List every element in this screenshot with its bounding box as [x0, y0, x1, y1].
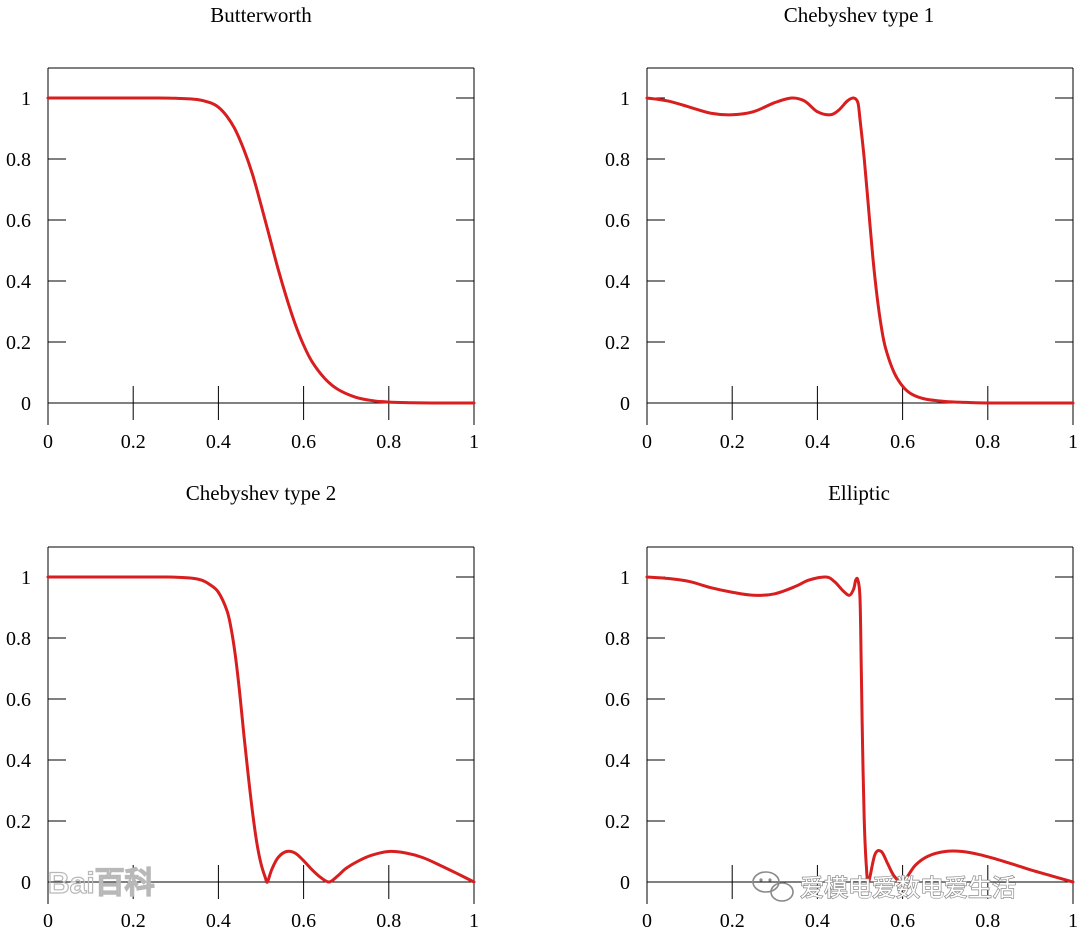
- y-tick-label: 0.6: [6, 689, 31, 711]
- y-tick-label: 0.4: [6, 750, 31, 772]
- x-tick-label: 1: [1068, 431, 1078, 453]
- x-tick-label: 0.8: [376, 431, 401, 453]
- y-tick-label: 0.4: [605, 750, 630, 772]
- y-tick-label: 0.8: [605, 149, 630, 171]
- series-line: [645, 575, 1075, 884]
- y-tick-label: 0.2: [605, 811, 630, 833]
- baidu-watermark: Bai百科: [47, 866, 155, 900]
- y-tick-label: 0.2: [6, 332, 31, 354]
- x-tick-label: 0.6: [890, 431, 915, 453]
- x-tick-label: 0: [642, 910, 652, 932]
- x-tick-label: 0.4: [805, 910, 830, 932]
- chart-title: Elliptic: [828, 481, 890, 505]
- y-tick-label: 0.8: [605, 628, 630, 650]
- y-tick-label: 0: [21, 872, 31, 894]
- y-tick-label: 1: [620, 567, 630, 589]
- chart-panel: Chebyshev type 2 0 0.2 0.4 0.6 0.8 1 0 0.2 0.4 0.6…: [6, 481, 479, 932]
- baidu-watermark-text: Bai百科: [48, 867, 155, 900]
- x-tick-label: 0.4: [206, 910, 231, 932]
- x-tick-label: 0.6: [291, 910, 316, 932]
- chart-panel: Butterworth 0 0.2 0.4 0.6 0.8 1 0 0.2 0.4 0.6 0.8 1: [6, 3, 479, 453]
- x-tick-label: 0.4: [206, 431, 231, 453]
- y-tick-label: 1: [620, 88, 630, 110]
- y-tick-label: 0.6: [6, 210, 31, 232]
- x-tick-label: 0: [43, 431, 53, 453]
- x-tick-label: 0: [642, 431, 652, 453]
- y-tick-label: 0.8: [6, 628, 31, 650]
- x-tick-label: 1: [1068, 910, 1078, 932]
- x-tick-label: 0.2: [720, 910, 745, 932]
- chart-title: Chebyshev type 2: [186, 481, 336, 505]
- wechat-watermark: 爱模电爱数电爱生活: [752, 871, 1017, 903]
- wechat-watermark-text: 爱模电爱数电爱生活: [800, 874, 1016, 902]
- x-tick-label: 0: [43, 910, 53, 932]
- x-tick-label: 0.8: [975, 910, 1000, 932]
- y-tick-label: 0.4: [6, 271, 31, 293]
- chart-panel: Chebyshev type 1 0 0.2 0.4 0.6 0.8 1 0 0.2 0.4 0.6…: [605, 3, 1078, 453]
- series-line: [645, 96, 1075, 405]
- y-tick-label: 0.2: [605, 332, 630, 354]
- x-tick-label: 1: [469, 431, 479, 453]
- x-tick-label: 0.8: [975, 431, 1000, 453]
- y-tick-label: 0: [21, 393, 31, 415]
- y-tick-label: 0.4: [605, 271, 630, 293]
- y-tick-label: 0.8: [6, 149, 31, 171]
- x-tick-label: 0.2: [121, 910, 146, 932]
- x-tick-label: 0.4: [805, 431, 830, 453]
- chart-title: Chebyshev type 1: [784, 3, 934, 27]
- y-tick-label: 0: [620, 872, 630, 894]
- y-tick-label: 0.6: [605, 210, 630, 232]
- series-line: [46, 96, 476, 405]
- x-tick-label: 0.6: [291, 431, 316, 453]
- y-tick-label: 1: [21, 88, 31, 110]
- y-tick-label: 0: [620, 393, 630, 415]
- x-tick-label: 0.2: [720, 431, 745, 453]
- y-tick-label: 1: [21, 567, 31, 589]
- series-line: [46, 575, 476, 884]
- x-tick-label: 0.8: [376, 910, 401, 932]
- chart-title: Butterworth: [210, 3, 312, 27]
- y-tick-label: 0.6: [605, 689, 630, 711]
- y-tick-label: 0.2: [6, 811, 31, 833]
- x-tick-label: 1: [469, 910, 479, 932]
- x-tick-label: 0.2: [121, 431, 146, 453]
- x-tick-label: 0.6: [890, 910, 915, 932]
- wechat-icon: [752, 871, 794, 902]
- chart-panel: Elliptic 0 0.2 0.4 0.6 0.8 1 0 0.2 0.4 0.6 0.8 1: [605, 481, 1078, 932]
